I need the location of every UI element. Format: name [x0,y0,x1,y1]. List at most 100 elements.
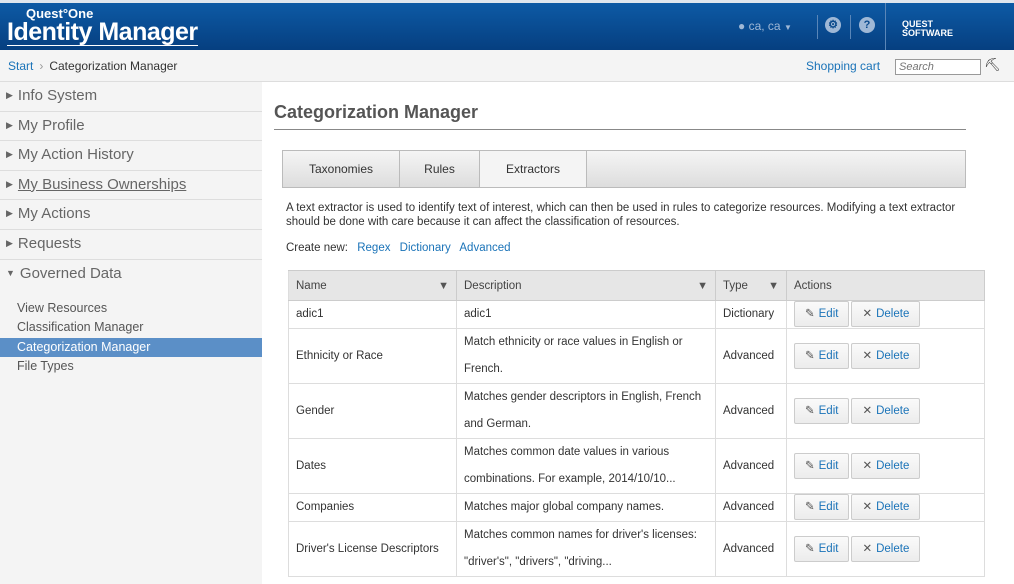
chevron-down-icon: ▼ [783,23,792,32]
edit-button[interactable]: ✎ Edit [794,397,850,424]
cell-actions: ✎ Edit ✕ Delete [786,438,985,494]
close-icon: ✕ [862,349,873,362]
table-row: Gender Matches gender descriptors in Eng… [288,383,985,439]
cell-description: Matches gender descriptors in English, F… [456,383,716,439]
create-new-label: Create new: [286,242,349,254]
cell-actions: ✎ Edit ✕ Delete [786,300,985,329]
close-icon: ✕ [862,459,873,472]
tab-extractors[interactable]: Extractors [480,151,587,187]
binoculars-icon[interactable]: ⛏ [984,57,1001,72]
sidebar-item-my-action-history[interactable]: ▶ My Action History [0,141,262,171]
sidebar-subitem-classification-manager[interactable]: Classification Manager [17,320,144,335]
tab-rules[interactable]: Rules [400,151,480,187]
quest-software-logo: QUEST SOFTWARE [902,19,953,38]
sidebar-item-requests[interactable]: ▶ Requests [0,230,262,260]
cell-type: Advanced [715,383,787,439]
table-row: Driver's License Descriptors Matches com… [288,521,985,577]
delete-button[interactable]: ✕ Delete [851,342,921,369]
filter-icon[interactable]: ▼ [768,280,779,292]
help-icon[interactable]: ? [859,17,875,33]
table-row: adic1 adic1 Dictionary ✎ Edit ✕ Delete [288,300,985,329]
cell-actions: ✎ Edit ✕ Delete [786,383,985,439]
user-icon: ● [738,19,746,33]
close-icon: ✕ [862,308,873,320]
gear-icon[interactable]: ⚙ [825,17,841,33]
extractor-description: A text extractor is used to identify tex… [286,202,956,228]
tab-taxonomies[interactable]: Taxonomies [283,151,400,187]
cell-name: adic1 [288,300,457,329]
divider [817,15,818,39]
table-row: Companies Matches major global company n… [288,493,985,522]
user-name: ca, ca [748,19,781,33]
filter-icon[interactable]: ▼ [438,280,449,292]
create-dictionary-link[interactable]: Dictionary [399,242,451,254]
extractors-table: Name ▼ Description ▼ Type ▼ Actions adic1 a… [288,270,985,577]
breadcrumb-start[interactable]: Start [8,59,34,73]
pencil-icon: ✎ [805,501,815,513]
breadcrumb: Start › Categorization Manager Shopping … [0,50,1014,82]
column-header-type[interactable]: Type ▼ [715,270,787,301]
cell-name: Driver's License Descriptors [288,521,457,577]
cell-description: Matches common names for driver's licens… [456,521,716,577]
edit-button[interactable]: ✎ Edit [794,342,850,369]
sidebar-item-my-profile[interactable]: ▶ My Profile [0,112,262,142]
column-header-actions: Actions [786,270,985,301]
delete-button[interactable]: ✕ Delete [851,535,921,562]
cell-name: Gender [288,383,457,439]
close-icon: ✕ [862,404,873,417]
sidebar-subitem-view-resources[interactable]: View Resources [17,300,108,315]
cell-type: Advanced [715,493,787,522]
delete-button[interactable]: ✕ Delete [851,301,921,327]
column-header-description[interactable]: Description ▼ [456,270,716,301]
create-new: Create new: Regex Dictionary Advanced [286,241,986,255]
logo-main: Identity Manager [7,18,198,46]
close-icon: ✕ [862,542,873,555]
cell-type: Advanced [715,438,787,494]
edit-button[interactable]: ✎ Edit [794,494,850,520]
sidebar-item-my-actions[interactable]: ▶ My Actions [0,200,262,230]
breadcrumb-current: Categorization Manager [49,59,178,73]
chevron-right-icon: › [39,59,44,73]
cell-description: Match ethnicity or race values in Englis… [456,328,716,384]
edit-button[interactable]: ✎ Edit [794,452,850,479]
search-input[interactable] [895,59,981,75]
pencil-icon: ✎ [805,542,815,555]
cell-type: Dictionary [715,300,787,329]
cell-description: Matches major global company names. [456,493,716,522]
cell-actions: ✎ Edit ✕ Delete [786,493,985,522]
sidebar-item-my-business-ownerships[interactable]: ▶ My Business Ownerships [0,171,262,201]
divider [850,15,851,39]
cell-name: Dates [288,438,457,494]
cell-type: Advanced [715,521,787,577]
table-row: Dates Matches common date values in vari… [288,438,985,494]
cell-type: Advanced [715,328,787,384]
sidebar-subitem-categorization-manager[interactable]: Categorization Manager [0,337,262,358]
cell-description: adic1 [456,300,716,329]
close-icon: ✕ [862,501,873,513]
logo-top: Quest°One [26,6,94,21]
cell-actions: ✎ Edit ✕ Delete [786,328,985,384]
user-menu[interactable]: ● ca, ca ▼ [738,19,792,33]
divider [885,3,886,53]
pencil-icon: ✎ [805,308,815,320]
shopping-cart-link[interactable]: Shopping cart [806,59,881,73]
pencil-icon: ✎ [805,349,815,362]
sidebar-subitem-file-types[interactable]: File Types [17,359,74,374]
page-title: Categorization Manager [274,102,966,130]
delete-button[interactable]: ✕ Delete [851,397,921,424]
create-advanced-link[interactable]: Advanced [459,242,511,254]
create-regex-link[interactable]: Regex [357,242,391,254]
filter-icon[interactable]: ▼ [697,280,708,292]
column-header-name[interactable]: Name ▼ [288,270,457,301]
delete-button[interactable]: ✕ Delete [851,494,921,520]
tab-bar: Taxonomies Rules Extractors [282,150,966,188]
sidebar-item-governed-data[interactable]: ▼ Governed Data [6,264,122,282]
cell-actions: ✎ Edit ✕ Delete [786,521,985,577]
cell-description: Matches common date values in various co… [456,438,716,494]
edit-button[interactable]: ✎ Edit [794,301,850,327]
cell-name: Ethnicity or Race [288,328,457,384]
sidebar-item-info-system[interactable]: ▶ Info System [0,82,262,112]
table-row: Ethnicity or Race Match ethnicity or rac… [288,328,985,384]
edit-button[interactable]: ✎ Edit [794,535,850,562]
delete-button[interactable]: ✕ Delete [851,452,921,479]
